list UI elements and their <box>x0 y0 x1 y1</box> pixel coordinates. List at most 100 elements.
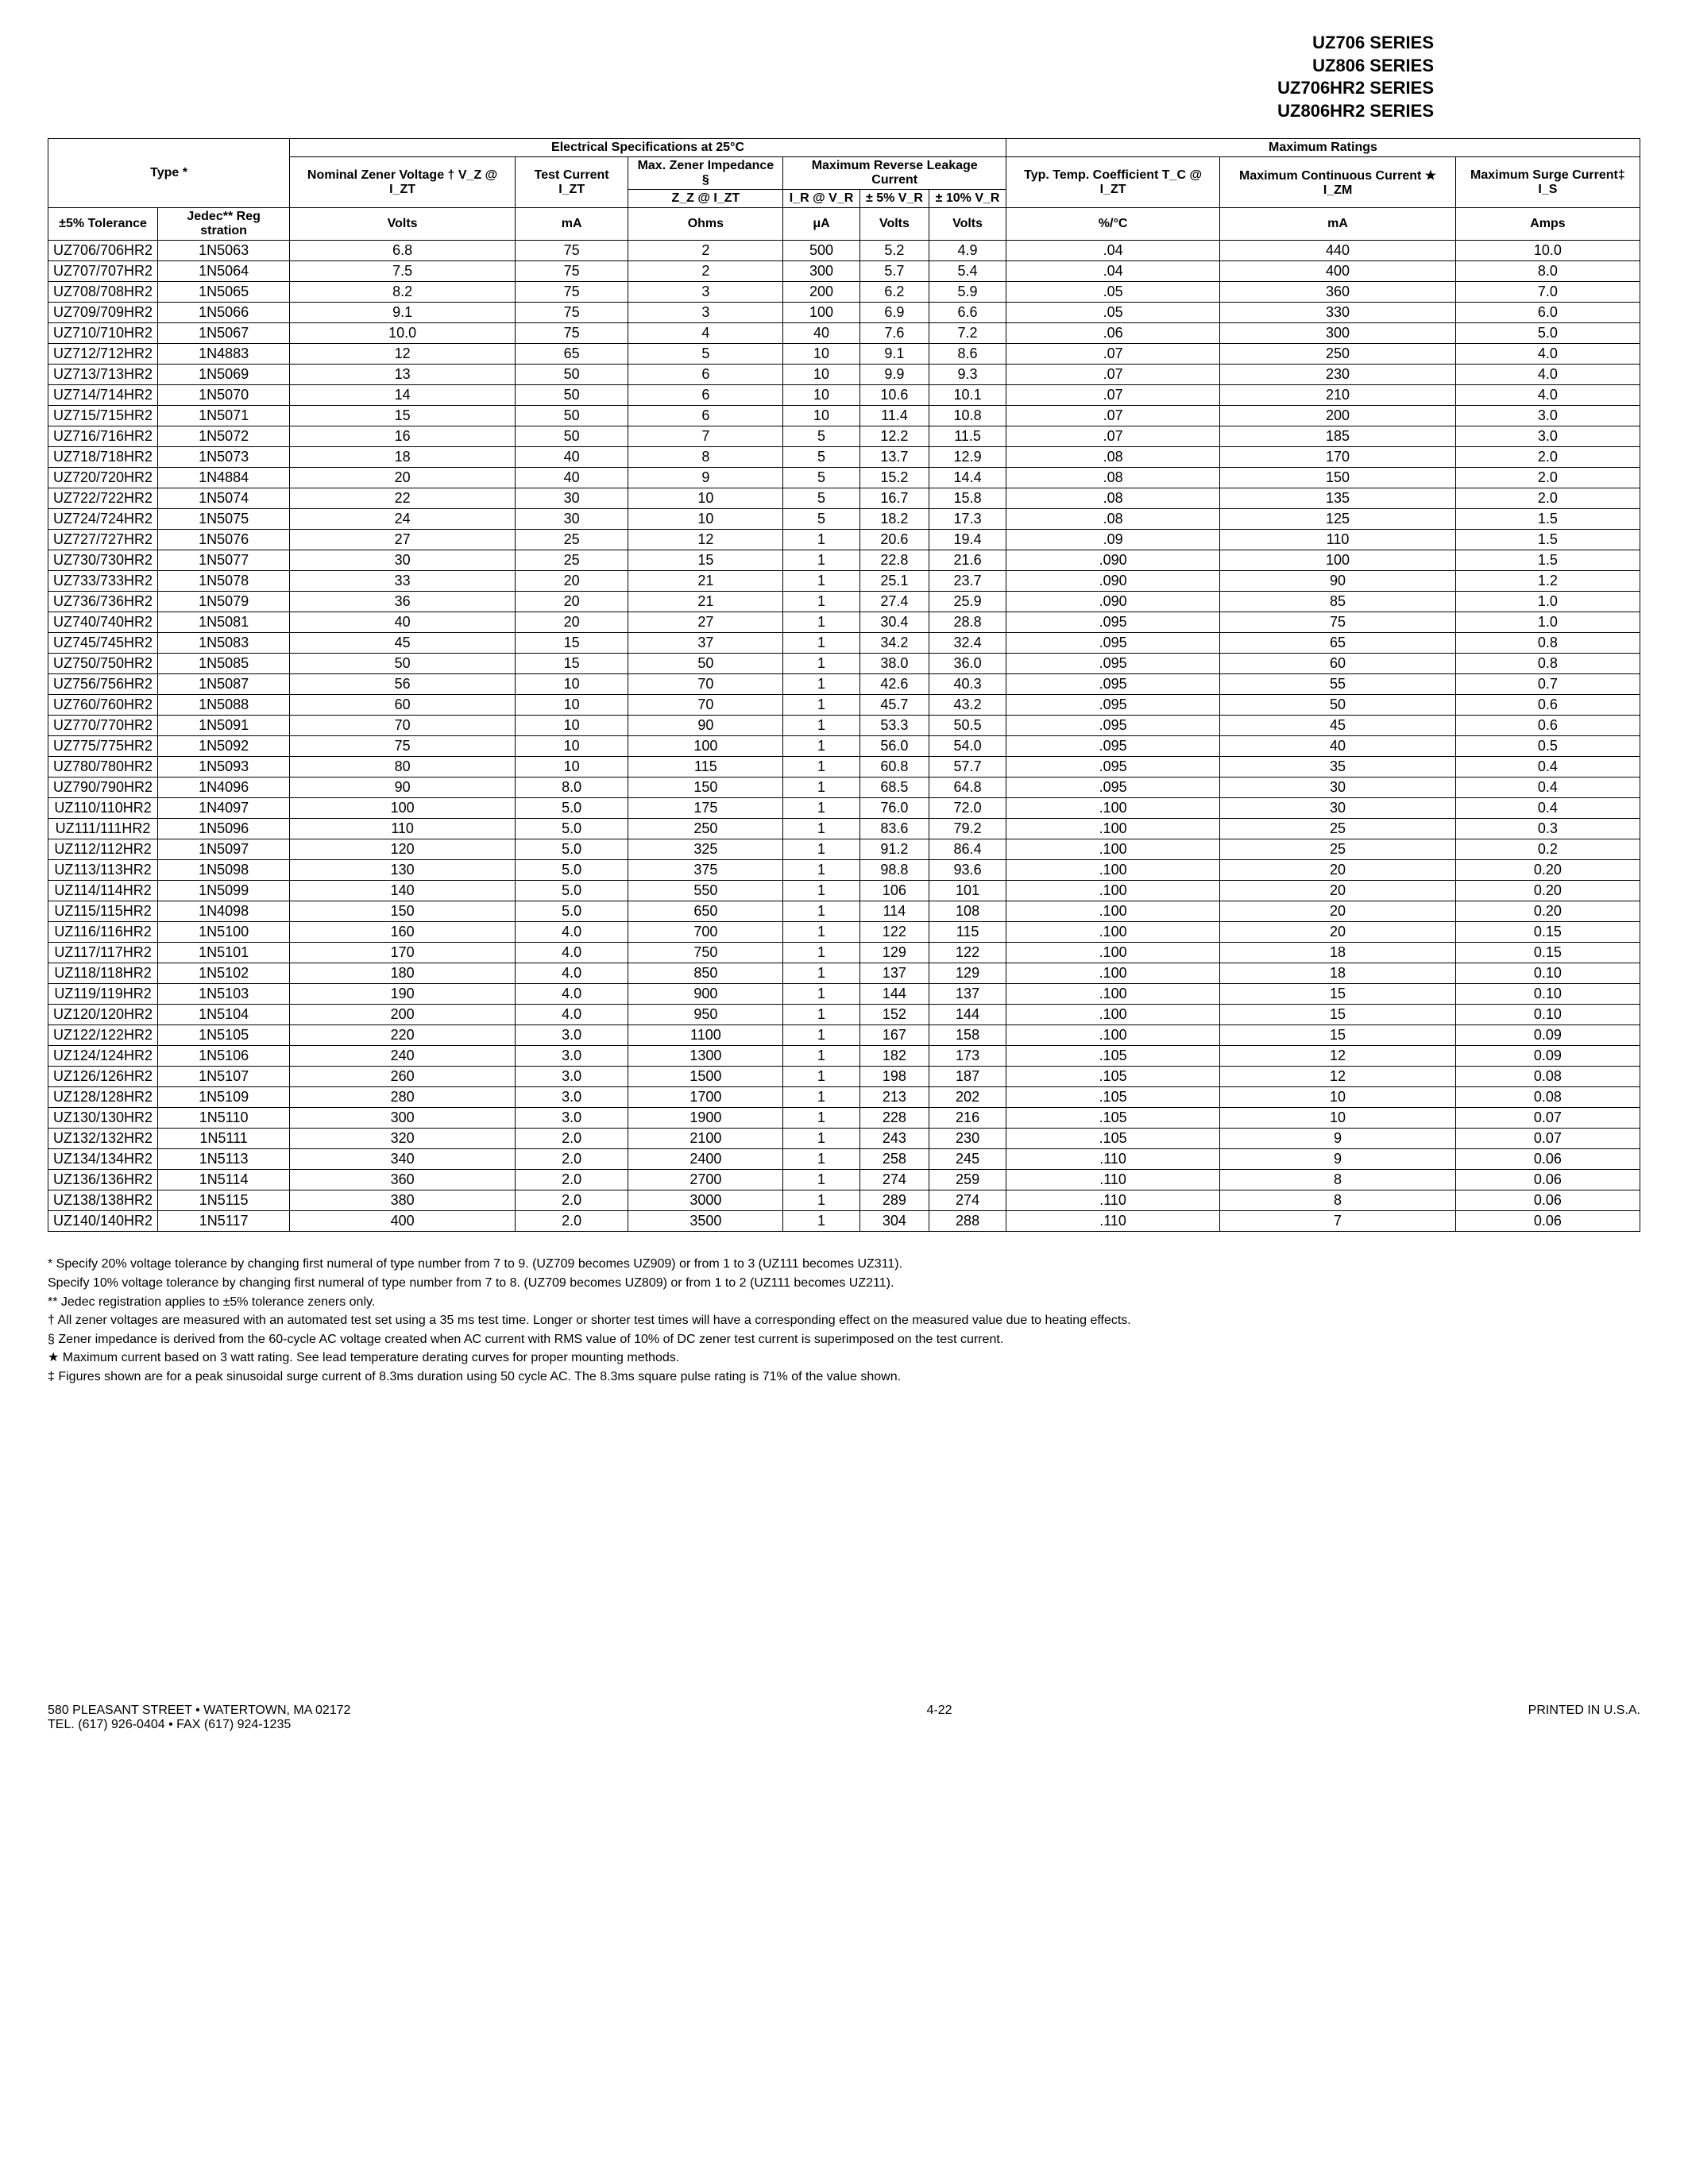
footnote-line: ** Jedec registration applies to ±5% tol… <box>48 1294 1640 1311</box>
unit-amps: Amps <box>1455 208 1640 241</box>
table-cell: 167 <box>859 1025 929 1046</box>
table-cell: 1N5076 <box>158 530 290 550</box>
table-cell: 50 <box>516 385 628 406</box>
table-cell: 24 <box>290 509 516 530</box>
table-cell: 150 <box>290 901 516 922</box>
table-cell: 4.0 <box>516 984 628 1005</box>
table-cell: 72.0 <box>929 798 1006 819</box>
table-cell: 13.7 <box>859 447 929 468</box>
table-row: UZ790/790HR21N4096908.0150168.564.8.0953… <box>48 778 1640 798</box>
table-cell: 1 <box>783 1129 859 1149</box>
table-cell: 15 <box>1220 1025 1456 1046</box>
table-cell: 175 <box>628 798 783 819</box>
col-pm5: ± 5% V_R <box>859 190 929 208</box>
table-cell: 5 <box>783 509 859 530</box>
table-cell: 7 <box>1220 1211 1456 1232</box>
table-row: UZ750/750HR21N5085501550138.036.0.095600… <box>48 654 1640 674</box>
table-row: UZ119/119HR21N51031904.09001144137.10015… <box>48 984 1640 1005</box>
table-cell: 300 <box>290 1108 516 1129</box>
table-cell: 20 <box>516 592 628 612</box>
table-cell: 5.9 <box>929 282 1006 303</box>
table-cell: .105 <box>1006 1046 1219 1067</box>
table-cell: 1N5096 <box>158 819 290 839</box>
table-cell: 90 <box>290 778 516 798</box>
table-cell: 30 <box>516 509 628 530</box>
col-max-cont: Maximum Continuous Current ★ I_ZM <box>1220 157 1456 208</box>
table-cell: 170 <box>290 943 516 963</box>
table-cell: 3.0 <box>1455 426 1640 447</box>
table-cell: 115 <box>929 922 1006 943</box>
table-cell: 9 <box>628 468 783 488</box>
table-cell: 120 <box>290 839 516 860</box>
table-cell: 12 <box>1220 1046 1456 1067</box>
table-cell: 650 <box>628 901 783 922</box>
table-cell: 200 <box>783 282 859 303</box>
table-cell: 45 <box>290 633 516 654</box>
table-cell: 5.0 <box>516 901 628 922</box>
table-cell: .095 <box>1006 716 1219 736</box>
table-cell: UZ750/750HR2 <box>48 654 158 674</box>
table-cell: 1 <box>783 1108 859 1129</box>
table-cell: 9.1 <box>859 344 929 365</box>
table-cell: 1300 <box>628 1046 783 1067</box>
table-cell: 27 <box>290 530 516 550</box>
table-cell: 250 <box>628 819 783 839</box>
table-cell: 25 <box>516 530 628 550</box>
spec-body: UZ706/706HR21N50636.87525005.24.9.044401… <box>48 241 1640 1232</box>
table-cell: 55 <box>1220 674 1456 695</box>
table-cell: UZ115/115HR2 <box>48 901 158 922</box>
series-line: UZ806 SERIES <box>48 55 1434 78</box>
table-cell: 5 <box>783 488 859 509</box>
table-cell: 170 <box>1220 447 1456 468</box>
footer-printed: PRINTED IN U.S.A. <box>1528 1704 1640 1732</box>
table-cell: 1 <box>783 612 859 633</box>
table-cell: 76.0 <box>859 798 929 819</box>
table-cell: 0.15 <box>1455 922 1640 943</box>
table-cell: .07 <box>1006 385 1219 406</box>
table-cell: .095 <box>1006 695 1219 716</box>
table-cell: 0.06 <box>1455 1190 1640 1211</box>
table-cell: 10 <box>628 488 783 509</box>
table-cell: 13 <box>290 365 516 385</box>
table-cell: 2.0 <box>516 1211 628 1232</box>
table-cell: .08 <box>1006 488 1219 509</box>
table-cell: .095 <box>1006 612 1219 633</box>
footer: 580 PLEASANT STREET • WATERTOWN, MA 0217… <box>48 1704 1640 1732</box>
table-cell: 1 <box>783 1170 859 1190</box>
table-cell: .100 <box>1006 984 1219 1005</box>
table-cell: 1N5105 <box>158 1025 290 1046</box>
table-cell: 1N5101 <box>158 943 290 963</box>
table-cell: UZ720/720HR2 <box>48 468 158 488</box>
table-cell: 1N4098 <box>158 901 290 922</box>
table-cell: 213 <box>859 1087 929 1108</box>
table-cell: 1N5102 <box>158 963 290 984</box>
table-row: UZ114/114HR21N50991405.05501106101.10020… <box>48 881 1640 901</box>
table-cell: UZ110/110HR2 <box>48 798 158 819</box>
table-cell: 190 <box>290 984 516 1005</box>
table-cell: 1.5 <box>1455 509 1640 530</box>
table-cell: UZ712/712HR2 <box>48 344 158 365</box>
col-type: Type * <box>48 139 290 208</box>
table-cell: 6 <box>628 406 783 426</box>
table-cell: 1 <box>783 963 859 984</box>
col-nominal: Nominal Zener Voltage † V_Z @ I_ZT <box>290 157 516 208</box>
table-cell: 2.0 <box>1455 468 1640 488</box>
table-cell: 6.0 <box>1455 303 1640 323</box>
table-cell: 1N5064 <box>158 261 290 282</box>
table-cell: .06 <box>1006 323 1219 344</box>
table-cell: 137 <box>929 984 1006 1005</box>
table-cell: 1N5111 <box>158 1129 290 1149</box>
table-cell: 1N5085 <box>158 654 290 674</box>
table-cell: 380 <box>290 1190 516 1211</box>
table-cell: 4.0 <box>1455 365 1640 385</box>
table-row: UZ709/709HR21N50669.17531006.96.6.053306… <box>48 303 1640 323</box>
table-cell: 274 <box>859 1170 929 1190</box>
table-cell: 1N5098 <box>158 860 290 881</box>
table-cell: 5.0 <box>1455 323 1640 344</box>
table-cell: 3.0 <box>1455 406 1640 426</box>
table-cell: 158 <box>929 1025 1006 1046</box>
table-cell: 11.4 <box>859 406 929 426</box>
table-cell: 1 <box>783 1087 859 1108</box>
table-cell: 1N5077 <box>158 550 290 571</box>
table-cell: 5.0 <box>516 860 628 881</box>
